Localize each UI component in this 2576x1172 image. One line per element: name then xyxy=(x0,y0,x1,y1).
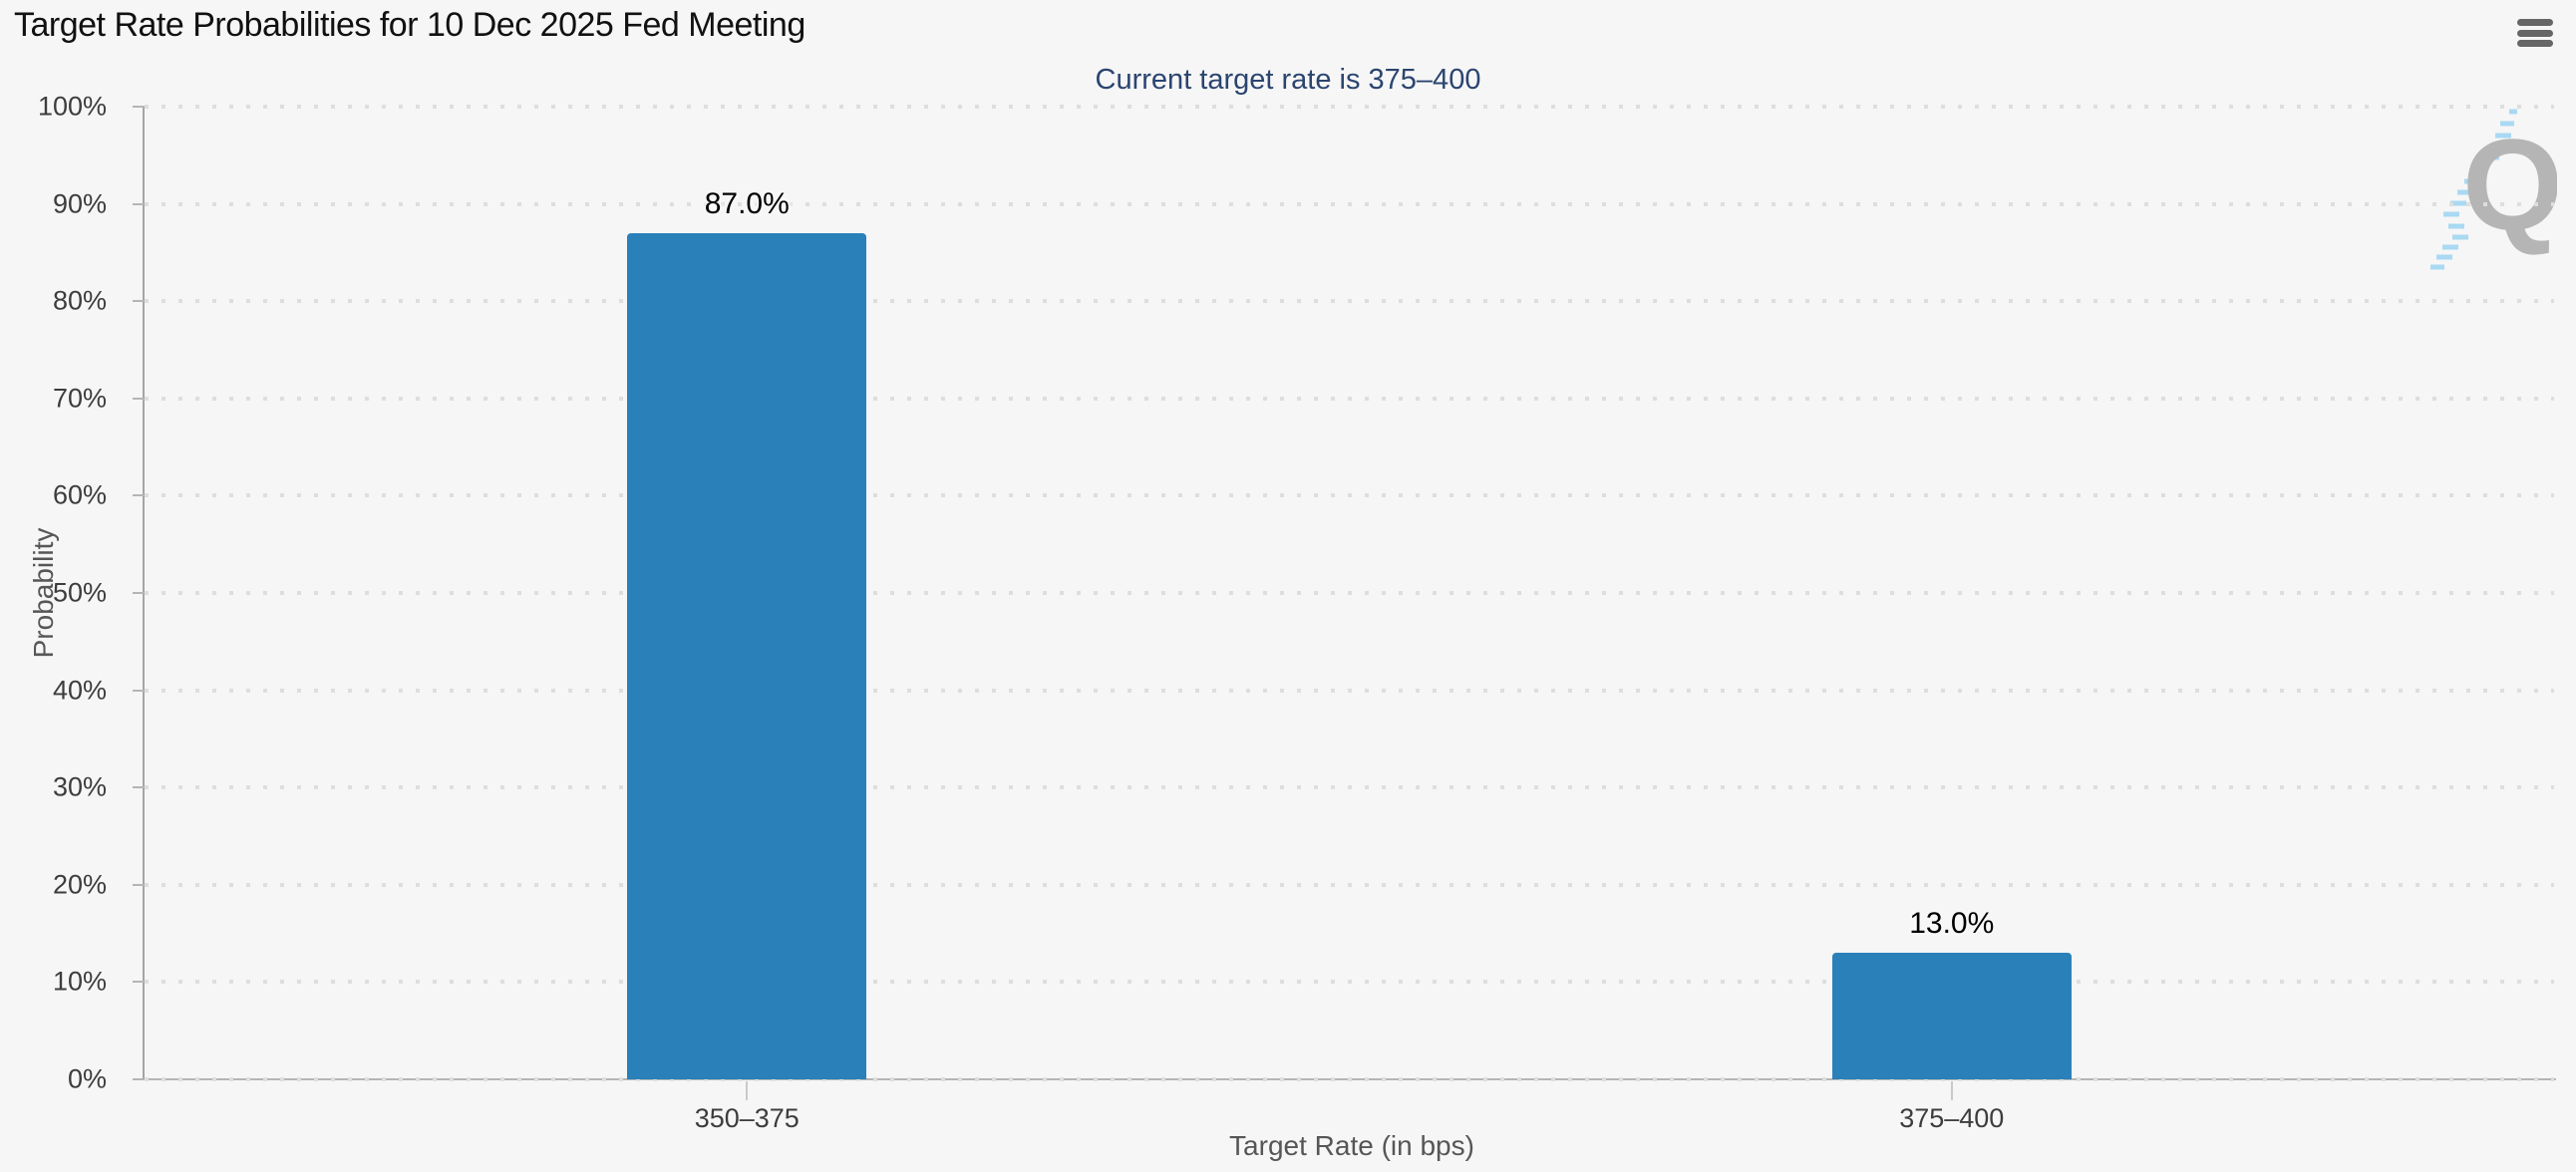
y-tick-mark-0 xyxy=(133,1078,145,1080)
gridline-70 xyxy=(145,396,2554,401)
page-title: Target Rate Probabilities for 10 Dec 202… xyxy=(14,6,805,44)
gridline-100 xyxy=(145,105,2554,109)
bar-375–400[interactable] xyxy=(1831,953,2072,1079)
y-tick-label-80: 80% xyxy=(52,285,107,316)
y-tick-label-50: 50% xyxy=(52,577,107,608)
hamburger-bar xyxy=(2517,40,2553,47)
gridline-10 xyxy=(145,980,2554,985)
x-tick-label-350–375: 350–375 xyxy=(694,1103,800,1133)
y-tick-mark-20 xyxy=(133,883,145,886)
y-tick-mark-90 xyxy=(133,202,145,205)
gridline-60 xyxy=(145,493,2554,498)
y-tick-label-10: 10% xyxy=(52,966,107,997)
bar-value-label: 13.0% xyxy=(1909,907,1995,941)
y-tick-label-70: 70% xyxy=(52,383,107,414)
bar-value-label: 87.0% xyxy=(704,186,790,220)
y-tick-mark-40 xyxy=(133,689,145,692)
hamburger-menu-icon[interactable] xyxy=(2517,17,2553,49)
y-tick-mark-10 xyxy=(133,981,145,984)
gridline-80 xyxy=(145,299,2554,304)
gridline-20 xyxy=(145,882,2554,887)
y-tick-mark-30 xyxy=(133,786,145,789)
gridline-90 xyxy=(145,201,2554,206)
hamburger-bar xyxy=(2517,19,2553,26)
y-tick-mark-50 xyxy=(133,592,145,594)
x-tick-label-375–400: 375–400 xyxy=(1899,1103,2005,1133)
gridline-40 xyxy=(145,688,2554,693)
y-tick-label-30: 30% xyxy=(52,771,107,802)
gridline-30 xyxy=(145,785,2554,790)
y-tick-mark-60 xyxy=(133,494,145,497)
hamburger-bar xyxy=(2517,29,2553,37)
y-tick-label-40: 40% xyxy=(52,675,107,706)
current-target-rate-subtitle: Current target rate is 375–400 xyxy=(1095,64,1481,96)
y-tick-mark-80 xyxy=(133,300,145,303)
gridline-0 xyxy=(145,1077,2554,1081)
y-tick-mark-70 xyxy=(133,397,145,400)
x-tick-mark-350–375 xyxy=(746,1081,749,1100)
gridline-50 xyxy=(145,591,2554,595)
x-axis-title: Target Rate (in bps) xyxy=(1229,1130,1474,1161)
bar-350–375[interactable] xyxy=(627,232,867,1079)
y-tick-label-0: 0% xyxy=(67,1063,107,1094)
y-tick-mark-100 xyxy=(133,106,145,108)
y-tick-label-90: 90% xyxy=(52,188,107,219)
y-tick-label-20: 20% xyxy=(52,869,107,900)
plot-area: 0% 10% 20% 30% 40% 50% 60% 70% 80% 90% 100% 87.0% 35… xyxy=(38,93,2554,1133)
x-tick-mark-375–400 xyxy=(1950,1081,1953,1100)
y-tick-label-100: 100% xyxy=(37,91,107,122)
y-tick-label-60: 60% xyxy=(52,479,107,510)
